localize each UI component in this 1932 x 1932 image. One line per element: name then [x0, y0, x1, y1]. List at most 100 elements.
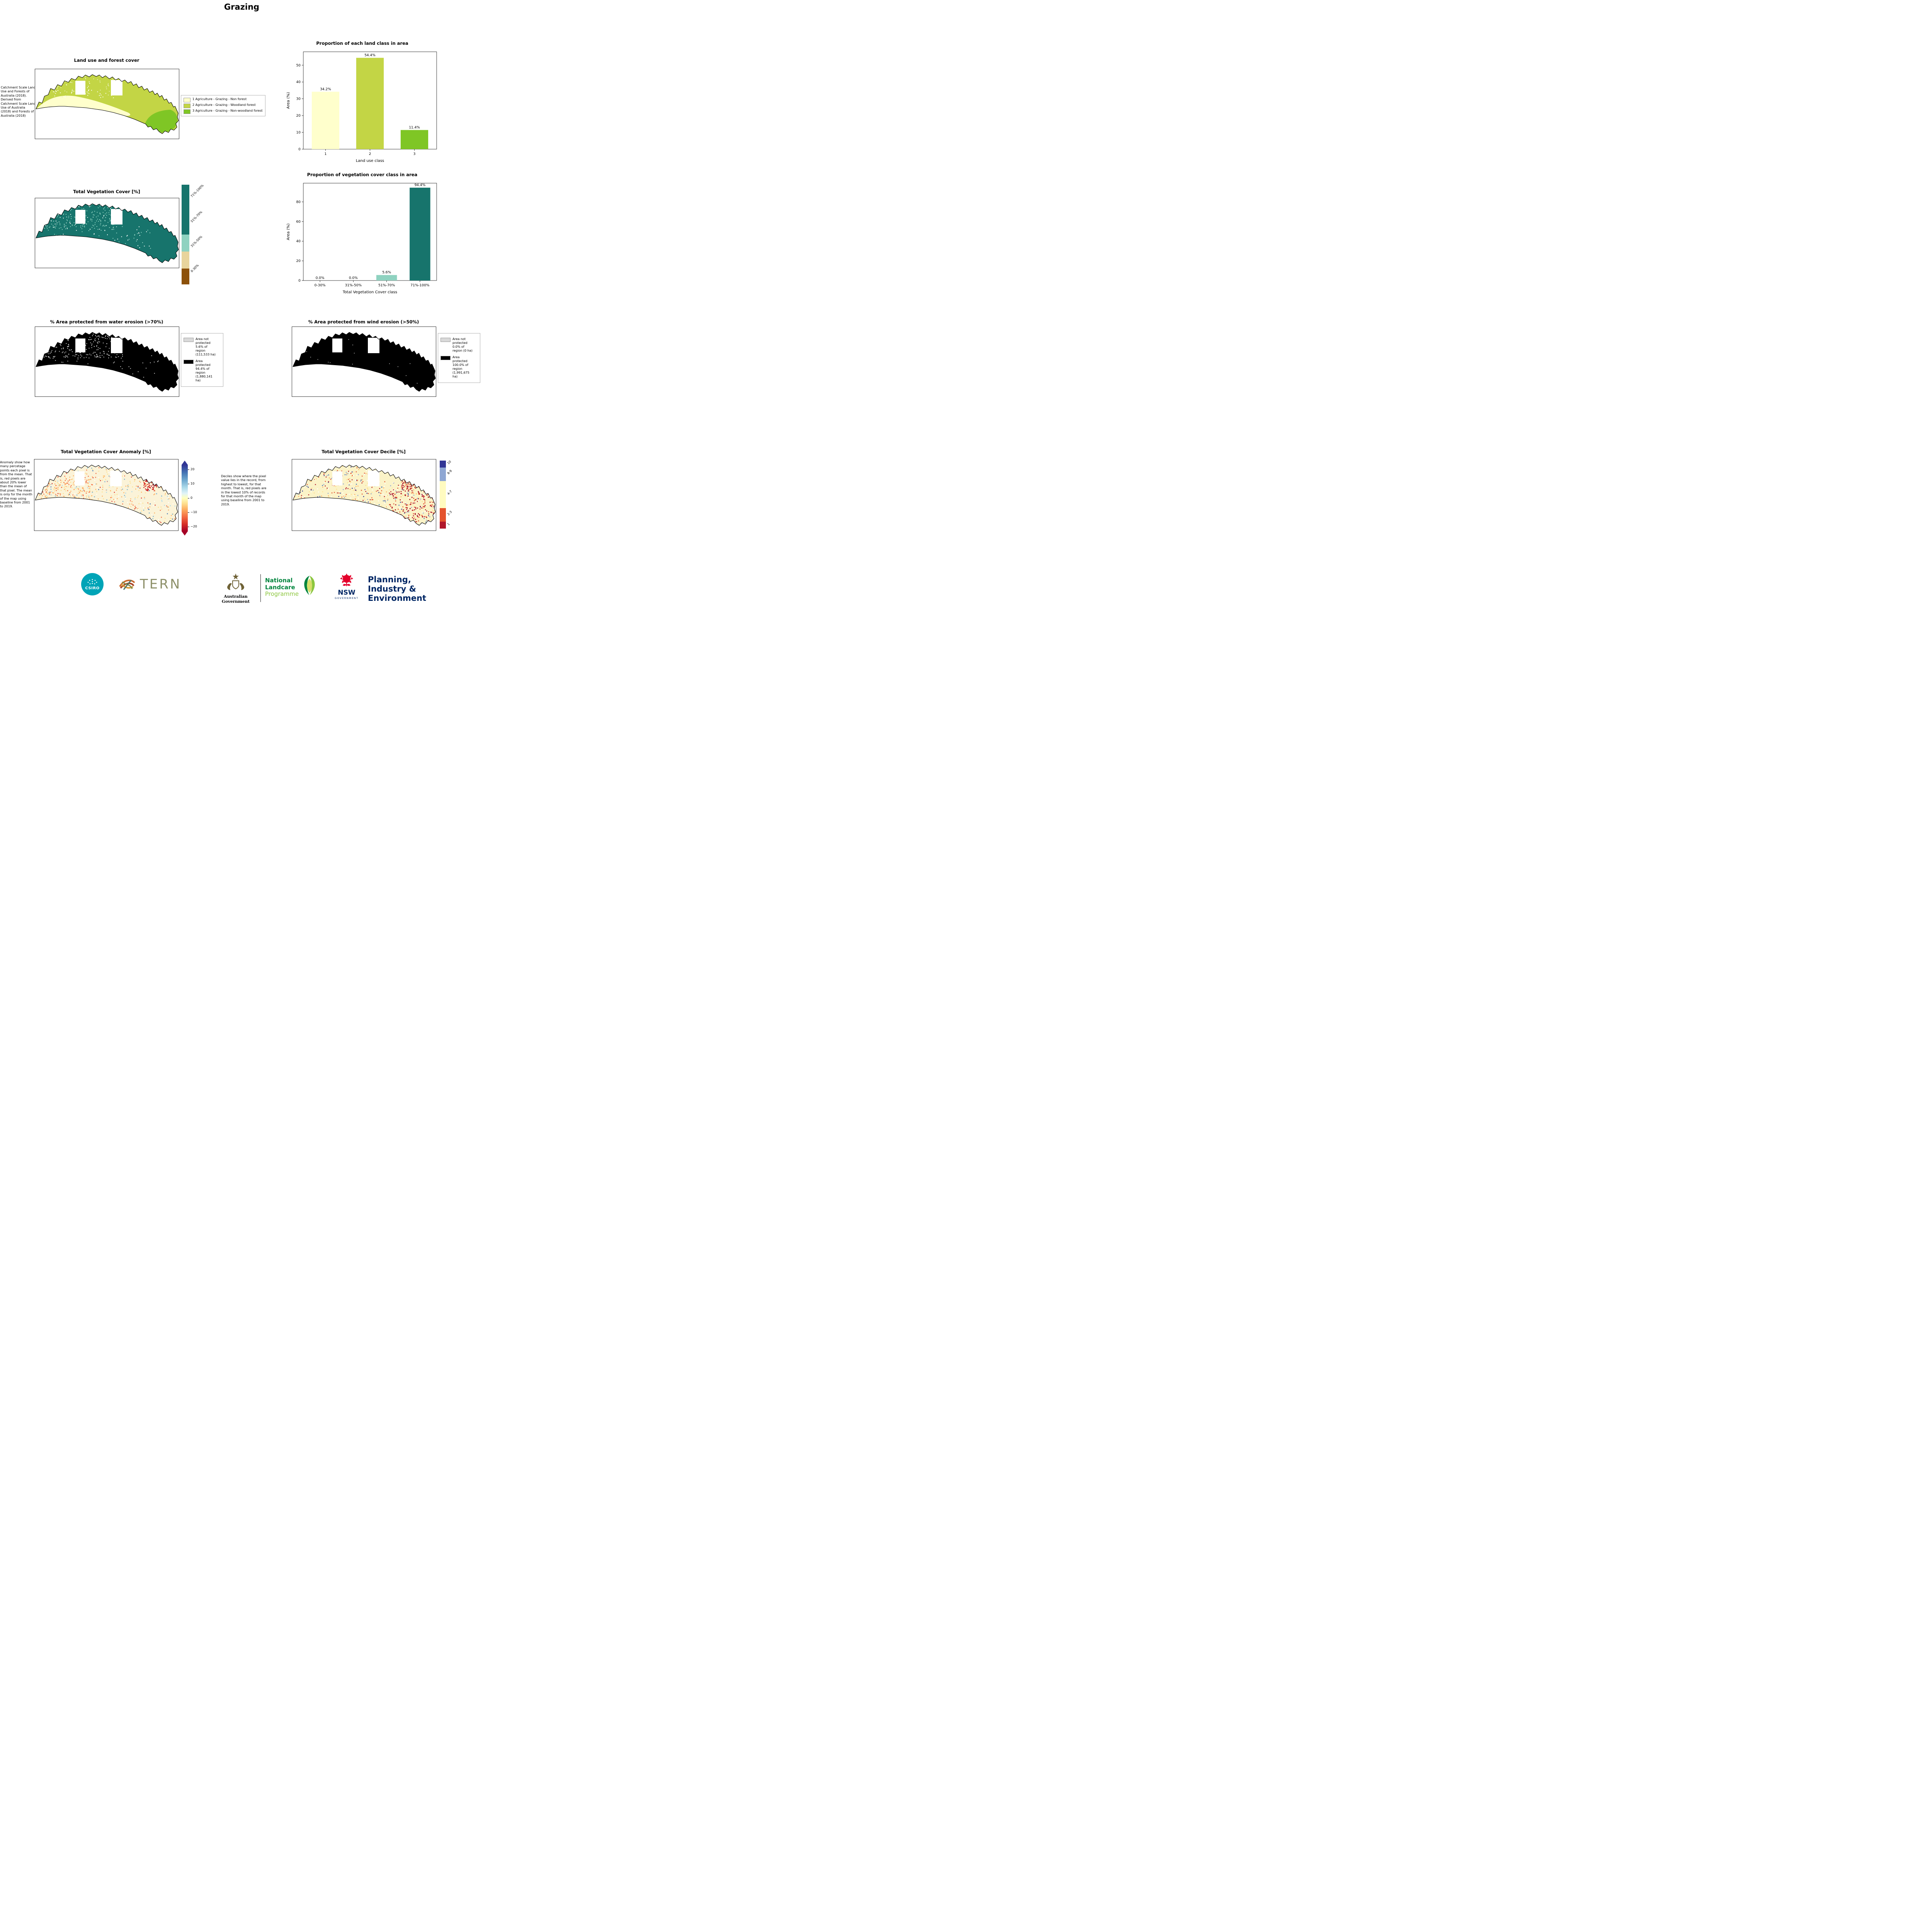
bar — [400, 130, 429, 149]
svg-text:Proportion of vegetation cover: Proportion of vegetation cover class in … — [307, 172, 417, 177]
page-title: Grazing — [224, 2, 260, 12]
legend-swatch — [184, 360, 194, 364]
bar — [410, 187, 430, 281]
colorbar-segment — [182, 185, 189, 235]
colorbar-label: 10 — [446, 459, 452, 465]
legend-swatch — [184, 104, 190, 108]
colorbar-segment — [182, 268, 189, 284]
svg-text:1: 1 — [325, 152, 327, 156]
svg-text:Area (%): Area (%) — [286, 223, 291, 240]
svg-text:40: 40 — [296, 240, 301, 243]
colorbar-label: 51%-70% — [190, 210, 203, 223]
legend-item: Area protected 94.4% of region (1,880,14… — [184, 359, 221, 383]
colorbar-tick — [188, 512, 189, 513]
colorbar-tick-label: 10 — [190, 482, 195, 485]
report-page: Grazing Land use and forest cover Catchm… — [0, 0, 483, 617]
colorbar-tick — [188, 469, 189, 470]
landcare-line-2: Landcare — [265, 583, 295, 591]
wind-erosion-catchment-map — [292, 327, 436, 397]
landcare-line-1: National — [265, 577, 293, 584]
svg-text:11.4%: 11.4% — [409, 126, 420, 129]
legend-label: 3 Agriculture - Grazing - Non-woodland f… — [192, 109, 263, 112]
svg-text:94.4%: 94.4% — [415, 184, 426, 187]
legend-label: 1 Agriculture - Grazing - Non forest — [192, 97, 247, 101]
legend-item: Area not protected 5.6% of region (111,5… — [184, 337, 221, 357]
svg-text:Land use class: Land use class — [356, 159, 384, 163]
water-erosion-map-title: % Area protected from water erosion (>70… — [50, 319, 163, 325]
colorbar-label: 4-7 — [446, 490, 453, 496]
legend-swatch — [440, 338, 451, 342]
svg-text:Total Vegetation Cover class: Total Vegetation Cover class — [342, 290, 397, 294]
land-class-bar-chart: Proportion of each land class in area 0 10… — [286, 41, 437, 163]
anomaly-note: Anomaly show how many percetage points e… — [0, 461, 32, 509]
anomaly-map-title: Total Vegetation Cover Anomaly [%] — [61, 449, 151, 454]
svg-text:40: 40 — [296, 80, 301, 84]
planning-line-3: Environment — [368, 594, 427, 603]
legend-label: Area not protected 5.6% of region (111,5… — [196, 337, 216, 356]
bar — [311, 92, 340, 149]
colorbar-segment — [440, 467, 446, 481]
colorbar-segment — [440, 481, 446, 509]
csiro-wordmark: CSIRO — [85, 586, 100, 590]
svg-text:0.0%: 0.0% — [349, 276, 358, 280]
legend-swatch — [184, 98, 190, 102]
colorbar-segment — [440, 522, 446, 529]
colorbar-label: 8-9 — [446, 469, 453, 475]
coat-of-arms-icon — [227, 573, 244, 590]
svg-text:54.4%: 54.4% — [364, 54, 376, 58]
colorbar-tick-label: −10 — [190, 510, 197, 514]
svg-text:0-30%: 0-30% — [315, 284, 326, 287]
legend-label: Area protected 100.0% of region (1,991,6… — [452, 355, 469, 378]
colorbar-tick-label: −20 — [190, 525, 197, 528]
colorbar-segment — [182, 251, 189, 269]
svg-text:0: 0 — [298, 279, 301, 283]
svg-text:20: 20 — [296, 114, 301, 118]
csiro-logo: CSIRO — [81, 573, 104, 595]
anomaly-colorbar: 20 10 0 −10 −20 — [182, 461, 209, 536]
svg-text:2: 2 — [369, 152, 371, 156]
planning-industry-environment-wordmark: Planning, Industry & Environment — [368, 575, 426, 603]
bar — [376, 275, 397, 281]
svg-text:80: 80 — [296, 200, 301, 204]
legend-swatch — [440, 356, 451, 360]
decile-colorbar: 10 8-9 4-7 2-3 1 — [440, 459, 467, 529]
legend-item: Area not protected 0.0% of region (0 ha) — [440, 337, 478, 353]
wind-erosion-legend: Area not protected 0.0% of region (0 ha)… — [438, 333, 480, 383]
svg-text:50: 50 — [296, 64, 301, 68]
tern-icon — [119, 580, 135, 590]
legend-label: Area not protected 0.0% of region (0 ha) — [452, 337, 473, 352]
nsw-wordmark: NSW — [338, 589, 355, 597]
svg-text:71%-100%: 71%-100% — [410, 284, 429, 287]
svg-text:0.0%: 0.0% — [316, 276, 325, 280]
colorbar-label: 2-3 — [446, 510, 453, 516]
landcare-leaves-icon — [304, 576, 315, 595]
decile-map-title: Total Vegetation Cover Decile [%] — [321, 449, 406, 454]
national-landcare-wordmark: National Landcare Programme — [265, 577, 299, 598]
footer-divider — [260, 574, 261, 602]
tern-wordmark: TERN — [140, 577, 182, 592]
bar — [356, 58, 384, 149]
svg-text:51%-70%: 51%-70% — [378, 284, 395, 287]
colorbar-arrow-bottom — [182, 531, 188, 536]
anomaly-catchment-map — [34, 459, 179, 531]
colorbar-label: 31%-50% — [190, 235, 203, 248]
colorbar-arrow-top — [182, 461, 188, 465]
svg-text:20: 20 — [296, 259, 301, 263]
svg-text:60: 60 — [296, 220, 301, 224]
anomaly-colorbar-gradient — [182, 465, 188, 531]
svg-text:0: 0 — [298, 148, 301, 151]
planning-line-2: Industry & — [368, 584, 416, 594]
decile-note: Deciles show where the pixel value lies … — [221, 474, 267, 506]
decile-catchment-map — [292, 459, 436, 531]
svg-text:10: 10 — [296, 131, 301, 135]
svg-text:5.6%: 5.6% — [382, 271, 391, 275]
legend-item: 2 Agriculture - Grazing - Woodland fores… — [184, 103, 263, 108]
colorbar-segment — [440, 461, 446, 468]
svg-text:31%-50%: 31%-50% — [345, 284, 362, 287]
colorbar-segment — [440, 508, 446, 522]
veg-cover-bar-chart: Proportion of vegetation cover class in … — [286, 172, 437, 294]
landcare-line-3: Programme — [265, 590, 299, 598]
australian-government-logo: Australian Government — [213, 573, 258, 604]
legend-item: 1 Agriculture - Grazing - Non forest — [184, 97, 263, 102]
veg-cover-map-title: Total Vegetation Cover [%] — [73, 189, 140, 194]
